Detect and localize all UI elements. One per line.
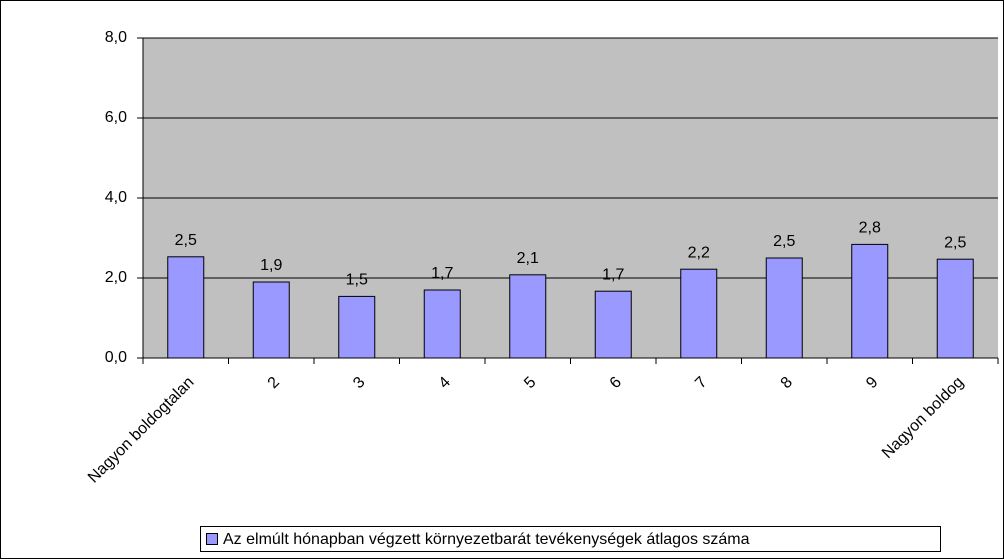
bar [423,289,461,359]
value-label: 2,2 [688,244,710,261]
bar [594,290,632,359]
value-label: 1,5 [346,272,368,289]
bar [338,295,376,359]
y-tick-label: 0,0 [105,349,127,366]
legend-box [200,526,941,552]
y-tick-label: 2,0 [105,269,127,286]
bar [252,281,290,359]
bar [936,258,974,359]
y-tick-label: 6,0 [105,109,127,126]
value-label: 2,5 [944,234,966,251]
legend-swatch [206,533,218,545]
bar [680,268,718,359]
value-label: 1,7 [602,266,624,283]
value-label: 2,8 [859,220,881,237]
value-label: 2,1 [517,250,539,267]
value-label: 2,5 [175,232,197,249]
bar [851,243,889,359]
value-label: 2,5 [773,233,795,250]
bar [509,274,547,359]
legend-label: Az elmúlt hónapban végzett környezetbará… [223,531,750,548]
bar [765,257,803,359]
bar [167,256,205,359]
value-label: 1,9 [260,257,282,274]
value-label: 1,7 [431,265,453,282]
y-tick-label: 4,0 [105,189,127,206]
y-tick-label: 8,0 [105,29,127,46]
